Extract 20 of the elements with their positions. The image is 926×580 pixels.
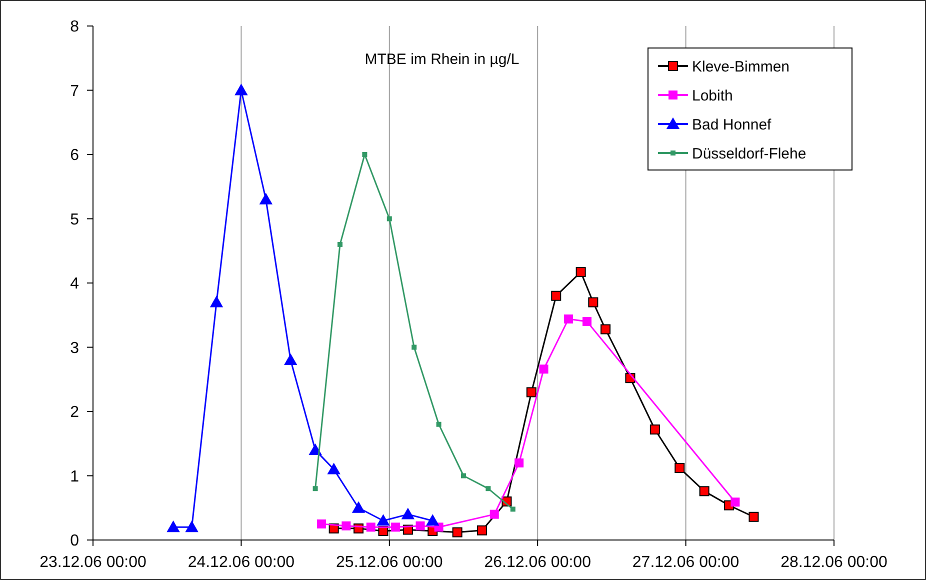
y-tick-label: 5: [70, 211, 80, 228]
y-tick-label: 4: [70, 276, 80, 293]
y-tick-label: 2: [70, 404, 80, 422]
y-tick-label: 8: [70, 18, 80, 36]
text: MTBE im Rhein in µg/L: [364, 51, 520, 68]
legend-label: Bad Honnef: [692, 116, 772, 134]
x-tick-label: 28.12.06 00:00: [780, 554, 888, 571]
x-tick-label: 26.12.06 00:00: [484, 554, 592, 571]
y-tick-label: 6: [70, 147, 80, 164]
y-tick-label: 7: [70, 82, 80, 100]
x-tick-label: 24.12.06 00:00: [188, 554, 295, 571]
x-tick-label: 23.12.06 00:00: [40, 554, 146, 571]
legend-label: Lobith: [692, 87, 733, 104]
x-tick-label: 25.12.06 00:00: [336, 554, 443, 571]
y-tick-label: 3: [70, 340, 80, 357]
legend-label: Kleve-Bimmen: [692, 58, 790, 76]
y-tick-label: 1: [70, 468, 80, 486]
x-tick-label: 27.12.06 00:00: [632, 554, 740, 571]
legend-label: Düsseldorf-Flehe: [692, 145, 806, 162]
y-tick-label: 0: [70, 532, 80, 550]
